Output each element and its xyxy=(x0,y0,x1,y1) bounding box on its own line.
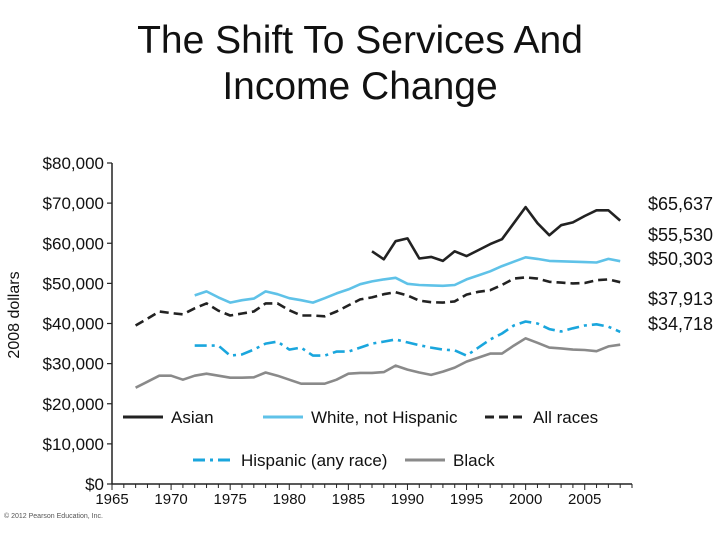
end-value-label: $37,913 xyxy=(648,289,713,309)
end-value-label: $34,718 xyxy=(648,314,713,334)
x-tick-label: 1980 xyxy=(273,491,306,508)
legend-label: Black xyxy=(453,451,495,470)
series-line-asian xyxy=(371,205,622,263)
legend-label: Hispanic (any race) xyxy=(241,451,387,470)
y-tick-label: $50,000 xyxy=(43,274,104,293)
y-tick-label: $0 xyxy=(85,475,104,494)
x-tick-label: 1985 xyxy=(332,491,365,508)
slide-title-line-2: Income Change xyxy=(222,65,498,108)
x-tick-label: 1970 xyxy=(154,491,187,508)
end-value-label: $55,530 xyxy=(648,225,713,245)
series-line-black xyxy=(135,336,621,389)
x-tick-label: 2005 xyxy=(568,491,601,508)
series-line-white-not-hispanic xyxy=(194,255,621,304)
slide-title: The Shift To Services And Income Change xyxy=(60,18,660,110)
series-lines xyxy=(134,205,622,389)
y-tick-label: $20,000 xyxy=(43,395,104,414)
legend-label: Asian xyxy=(171,408,214,427)
y-tick-label: $10,000 xyxy=(43,435,104,454)
copyright-note: © 2012 Pearson Education, Inc. xyxy=(4,513,103,520)
y-tick-label: $70,000 xyxy=(43,194,104,213)
end-value-labels: $65,637 $55,530 $50,303 $37,913 $34,718 xyxy=(648,194,713,334)
y-tick-label: $30,000 xyxy=(43,355,104,374)
axes: $0 $10,000 $20,000 $30,000 $40,000 $50,000 $60… xyxy=(43,154,633,508)
legend-label: All races xyxy=(533,408,598,427)
y-tick-label: $80,000 xyxy=(43,154,104,173)
legend: Asian White, not Hispanic All races Hispani… xyxy=(123,408,598,470)
y-tick-label: $60,000 xyxy=(43,234,104,253)
series-line-hispanic-any-race xyxy=(194,320,621,357)
x-tick-label: 2000 xyxy=(509,491,542,508)
x-tick-label: 1965 xyxy=(95,491,128,508)
end-value-label: $50,303 xyxy=(648,249,713,269)
end-value-label: $65,637 xyxy=(648,194,713,214)
legend-label: White, not Hispanic xyxy=(311,408,458,427)
x-tick-label: 1975 xyxy=(213,491,246,508)
slide-title-line-1: The Shift To Services And xyxy=(137,19,583,62)
x-tick-label: 1995 xyxy=(450,491,483,508)
series-line-all-races xyxy=(134,276,621,327)
y-axis-label: 2008 dollars xyxy=(6,271,23,358)
y-tick-label: $40,000 xyxy=(43,315,104,334)
x-tick-label: 1990 xyxy=(391,491,424,508)
